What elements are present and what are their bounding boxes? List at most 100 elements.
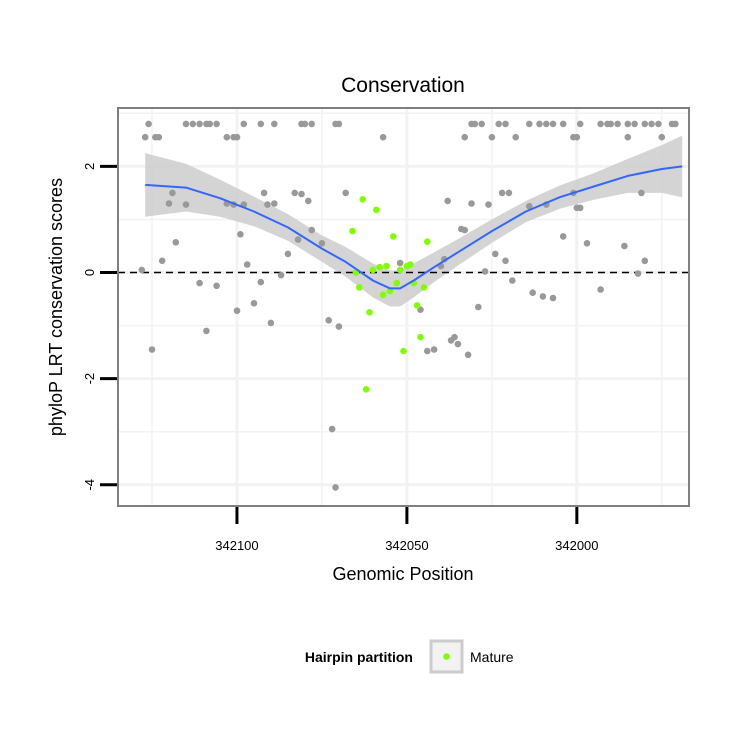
other-point [597,120,604,128]
other-point [481,268,489,275]
confidence-band-layer [145,135,683,307]
other-point [291,189,299,197]
x-tick-label: 342000 [555,538,598,553]
other-point [148,346,156,353]
other-point [328,425,336,433]
other-point [138,266,146,274]
other-point [526,202,533,210]
mature-point [369,266,377,274]
other-point [257,278,265,286]
other-point [621,242,628,250]
other-point [271,200,278,207]
mature-point [379,291,387,299]
other-point [478,120,486,128]
other-point [444,197,452,205]
other-point [318,240,326,247]
other-point [189,120,197,128]
mature-point [420,284,428,291]
other-point [141,133,149,141]
other-point [573,133,581,141]
other-point [464,351,472,359]
y-axis-label: phyloP LRT conservation scores [46,178,66,436]
other-point [165,200,173,207]
other-point [495,120,503,128]
other-point [502,120,509,128]
other-point [308,226,316,234]
other-point [182,120,190,128]
other-point [172,239,180,246]
other-point [424,347,431,355]
other-point [213,282,220,290]
other-point [240,120,248,128]
other-point [298,190,305,198]
mature-point [417,333,424,341]
other-point [597,286,604,293]
other-point [475,303,482,311]
other-point [271,120,278,128]
other-point [502,257,509,265]
other-point [451,333,458,341]
other-point [641,257,649,265]
other-point [196,120,203,128]
other-point [335,323,343,330]
other-point [260,189,268,197]
other-point [396,259,404,267]
other-point [634,270,642,277]
other-point [638,189,645,197]
other-point [342,189,350,197]
other-point [267,319,275,327]
other-point [233,133,241,141]
other-point [294,236,302,243]
other-point [549,120,557,128]
other-point [379,133,387,141]
other-point [145,120,152,128]
other-point [461,226,469,234]
mature-point [366,309,373,316]
other-point [543,120,550,128]
other-point [624,120,632,128]
legend-title: Hairpin partition [305,649,413,665]
x-tick-label: 342100 [215,538,258,553]
mature-point [349,227,356,235]
other-point [655,120,662,128]
other-point [206,120,214,128]
other-point [237,231,244,238]
mature-point [376,263,384,271]
other-point [196,279,203,287]
other-point [648,120,655,128]
smooth-curve-layer [145,165,683,290]
other-point [559,233,567,240]
other-point [277,271,285,279]
other-point [559,120,567,128]
other-point [539,293,547,300]
other-point [243,261,251,268]
other-point [614,120,621,128]
legend: Hairpin partition Mature [305,639,514,674]
other-point [461,133,469,141]
smooth-curve-line [145,165,683,290]
mature-point [400,347,407,355]
confidence-band [145,135,683,307]
other-point [529,289,536,297]
x-tick-label: 342050 [385,538,428,553]
grid [118,108,689,506]
mature-point [393,279,401,287]
other-point [468,200,475,207]
other-point [233,307,241,315]
other-point [308,120,316,128]
other-point [203,327,210,335]
other-point [526,120,533,128]
mature-point [373,206,380,214]
other-point [325,317,333,324]
other-point [155,133,163,141]
y-tick-label: -2 [82,373,97,385]
other-point [213,120,220,128]
chart-title: Conservation [341,74,465,97]
other-point [576,204,584,212]
other-point [332,484,339,491]
mature-point [383,262,390,270]
other-point [505,189,513,197]
mature-point [359,196,367,203]
other-point [498,189,506,197]
